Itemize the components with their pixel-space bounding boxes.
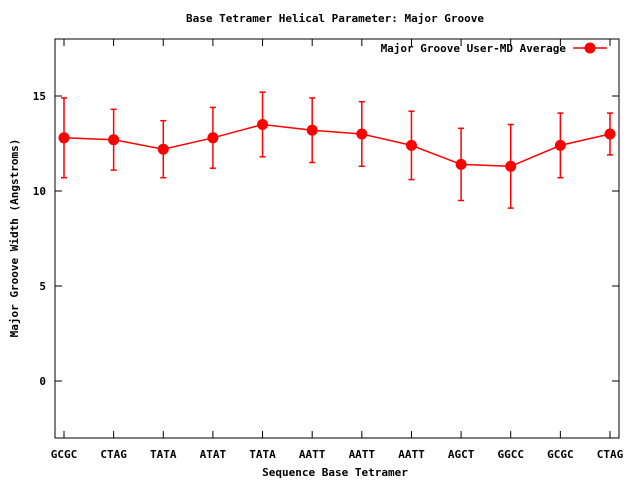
- y-tick-label: 15: [33, 90, 46, 103]
- data-point: [455, 158, 467, 170]
- x-tick-label: AATT: [299, 448, 326, 461]
- series-line: [63, 123, 611, 168]
- data-point: [257, 119, 269, 130]
- y-axis-label: Major Groove Width (Angstroms): [8, 139, 21, 338]
- x-tick-label: TATA: [249, 448, 276, 461]
- x-tick-label: AGCT: [448, 448, 475, 461]
- plot-frame: [54, 38, 620, 439]
- x-tick-label: AATT: [398, 448, 425, 461]
- x-tick-label: GCGC: [547, 448, 574, 461]
- x-tick-label: CTAG: [100, 448, 127, 461]
- x-tick-label: CTAG: [597, 448, 624, 461]
- data-point: [58, 132, 70, 144]
- data-point: [604, 128, 616, 140]
- y-axis: 0 5 10 15: [33, 90, 619, 388]
- data-point: [405, 139, 417, 151]
- y-tick-label: 0: [39, 375, 46, 388]
- x-tick-label: GCGC: [51, 448, 78, 461]
- y-tick-label: 10: [33, 185, 46, 198]
- chart-title: Base Tetramer Helical Parameter: Major G…: [186, 12, 484, 25]
- data-point: [207, 132, 219, 144]
- x-axis: GCGC CTAG TATA ATAT TATA AATT AATT AATT AGCT GGCC…: [51, 39, 624, 461]
- data-point: [356, 128, 368, 140]
- data-point: [108, 134, 120, 146]
- error-bars: [61, 91, 613, 209]
- y-tick-label: 5: [39, 280, 46, 293]
- x-axis-label: Sequence Base Tetramer: [262, 466, 408, 479]
- data-point: [306, 124, 318, 136]
- x-tick-label: ATAT: [200, 448, 227, 461]
- x-tick-label: GGCC: [497, 448, 524, 461]
- data-point: [157, 143, 169, 155]
- legend-marker: [584, 42, 596, 54]
- series-layer: [58, 119, 616, 172]
- x-tick-label: TATA: [150, 448, 177, 461]
- legend-label: Major Groove User-MD Average: [381, 42, 567, 55]
- data-point: [554, 139, 566, 151]
- legend: Major Groove User-MD Average: [381, 42, 607, 55]
- x-tick-label: AATT: [349, 448, 376, 461]
- data-point: [505, 160, 517, 172]
